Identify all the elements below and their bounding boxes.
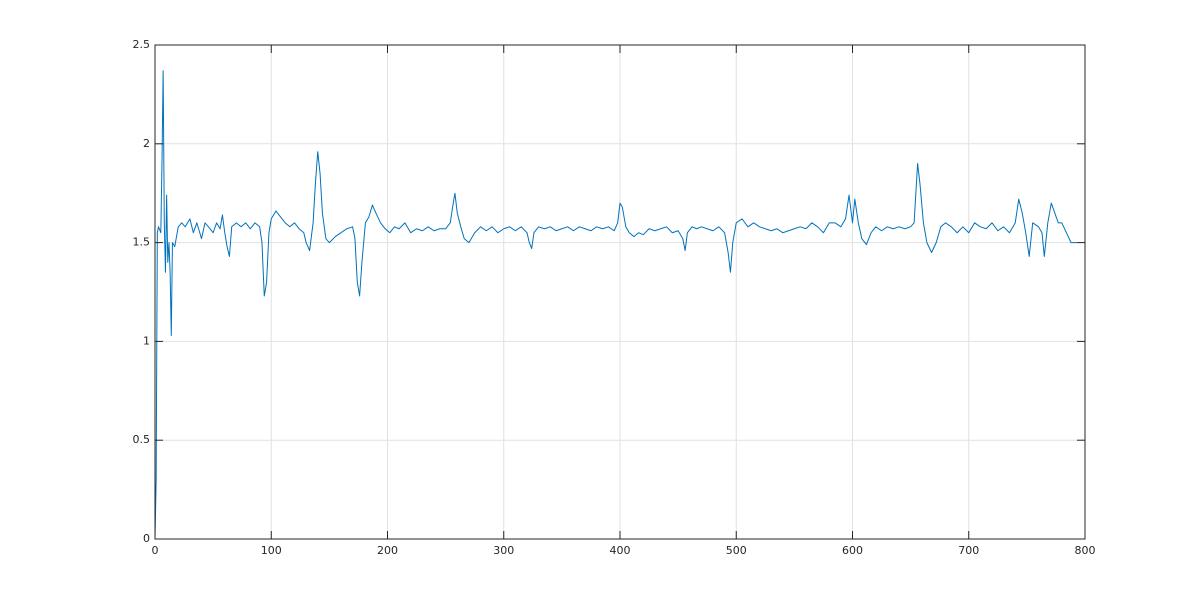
x-tick-label: 200: [377, 544, 398, 557]
y-tick-label: 0: [143, 532, 150, 545]
x-tick-label: 400: [610, 544, 631, 557]
x-tick-label: 800: [1075, 544, 1096, 557]
y-tick-label: 2: [143, 137, 150, 150]
x-tick-label: 600: [842, 544, 863, 557]
x-tick-label: 0: [152, 544, 159, 557]
x-tick-label: 100: [261, 544, 282, 557]
plot-layer: [154, 70, 1077, 540]
y-tick-label: 1: [143, 334, 150, 347]
x-tick-label: 300: [493, 544, 514, 557]
y-tick-label: 1.5: [133, 236, 151, 249]
x-tick-label: 700: [958, 544, 979, 557]
tick-layer: 0 100 200 300 400 500 600 700 800 0 0.5 1 1.5 2 2.5: [133, 38, 1096, 557]
y-tick-label: 2.5: [133, 38, 151, 51]
data-line: [154, 70, 1077, 540]
x-tick-label: 500: [726, 544, 747, 557]
y-tick-label: 0.5: [133, 433, 151, 446]
